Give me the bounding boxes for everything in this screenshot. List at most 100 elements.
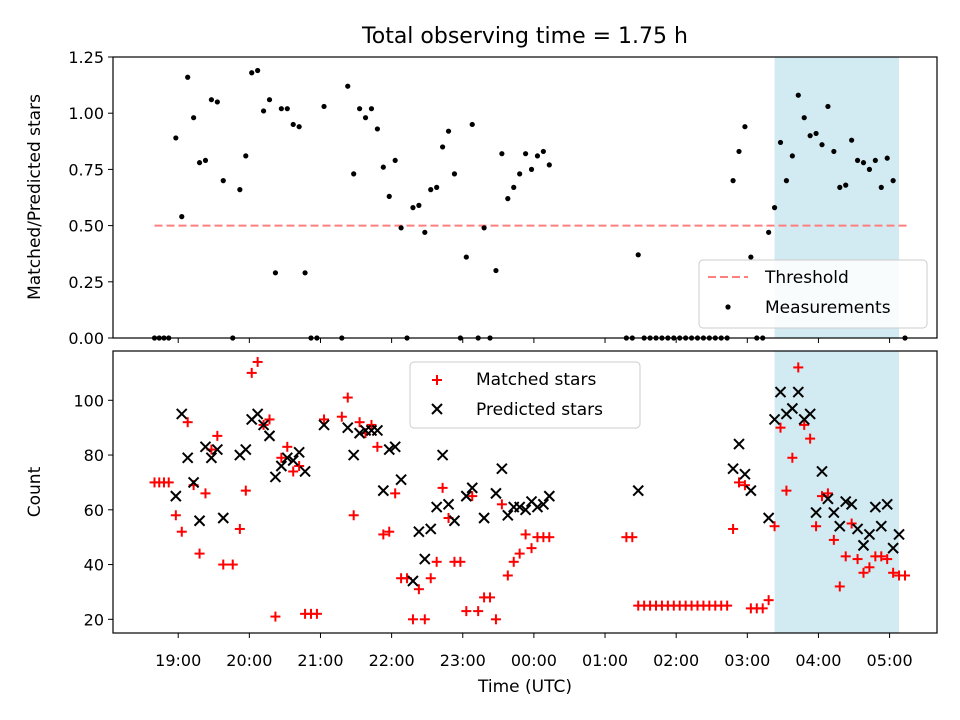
legend-threshold-label: Threshold: [764, 268, 849, 288]
predicted-star-point: [347, 449, 360, 461]
measurement-point: [837, 184, 843, 190]
predicted-star-point: [436, 449, 449, 461]
ratio-panel: Total observing time = 1.75 h 0.000.250.…: [25, 24, 938, 348]
predicted-star-point: [745, 484, 757, 497]
predicted-star-point: [774, 386, 787, 398]
count-shaded-interval: [774, 351, 900, 633]
matched-star-point: [739, 480, 750, 491]
predicted-star-point: [828, 506, 840, 519]
ratio-y-tick-label: 1.00: [68, 104, 104, 123]
matched-star-point: [793, 362, 804, 373]
predicted-star-point: [383, 443, 395, 456]
measurement-point: [783, 178, 790, 184]
matched-star-point: [264, 414, 275, 425]
count-y-tick-label: 80: [84, 446, 104, 465]
predicted-star-point: [389, 441, 401, 453]
matched-star-point: [384, 526, 395, 537]
predicted-star-point: [419, 553, 431, 565]
measurement-point: [777, 139, 784, 146]
predicted-star-point: [353, 427, 366, 439]
predicted-star-point: [442, 498, 455, 511]
matched-star-point: [348, 510, 359, 521]
matched-star-point: [490, 614, 501, 625]
measurement-point: [463, 254, 469, 260]
measurement-point: [374, 126, 380, 132]
predicted-star-point: [342, 421, 354, 434]
measurement-point: [831, 148, 837, 155]
matched-star-point: [437, 482, 448, 493]
measurement-point: [499, 151, 505, 157]
matched-star-point: [200, 488, 211, 499]
measurement-point: [866, 166, 873, 172]
matched-star-point: [467, 491, 478, 502]
matched-star-point: [805, 433, 816, 444]
predicted-star-point: [537, 498, 550, 511]
matched-star-point: [520, 529, 531, 540]
predicted-star-point: [478, 512, 490, 524]
measurement-point: [540, 148, 546, 155]
predicted-star-point: [857, 539, 870, 552]
matched-star-point: [544, 532, 555, 543]
ratio-legend: Threshold Measurements: [698, 259, 928, 329]
count-y-tick-label: 100: [73, 391, 104, 410]
count-legend-box: [409, 361, 641, 429]
ratio-x-ticks: [177, 338, 891, 343]
legend-matched-swatch: [432, 375, 442, 385]
count-x-tick-label: 02:00: [653, 651, 699, 670]
legend-measurements-swatch: [725, 304, 731, 310]
legend-predicted-swatch: [431, 403, 443, 415]
matched-star-point: [354, 417, 365, 428]
matched-star-point: [508, 556, 519, 567]
measurement-point: [860, 160, 867, 166]
measurement-point: [196, 160, 203, 166]
matched-star-point: [163, 477, 174, 488]
measurement-point: [517, 171, 523, 177]
measurement-point: [481, 225, 487, 231]
measurement-point: [243, 153, 249, 159]
count-y-tick-label: 60: [84, 501, 104, 520]
predicted-star-point: [762, 512, 775, 524]
measurement-point: [368, 106, 375, 112]
measurement-point: [795, 92, 801, 98]
measurement-point: [819, 142, 825, 148]
matched-star-point: [311, 608, 322, 619]
ratio-y-tick-label: 0.50: [68, 217, 104, 236]
count-x-tick-label: 21:00: [297, 651, 343, 670]
measurement-point: [505, 196, 511, 202]
measurement-point: [635, 252, 641, 258]
count-x-tick-label: 22:00: [369, 651, 415, 670]
matched-star-point: [834, 581, 845, 592]
count-y-axis-label: Count: [25, 466, 45, 517]
matched-star-point: [372, 441, 383, 452]
measurement-point: [742, 124, 748, 130]
matched-star-point: [757, 603, 768, 614]
count-panel: 20 40 60 80 100 19:00 20:00 21:00 22:00 23:00 00:…: [25, 350, 938, 697]
measurement-point: [771, 205, 778, 211]
measurement-point: [290, 121, 296, 128]
predicted-star-point: [531, 501, 544, 513]
predicted-star-point: [840, 495, 852, 508]
measurement-point: [357, 106, 363, 112]
predicted-star-point: [199, 441, 212, 453]
matched-star-point: [282, 441, 293, 452]
predicted-star-point: [240, 443, 252, 456]
predicted-star-point: [413, 525, 425, 538]
measurement-point: [220, 178, 226, 184]
predicted-star-point: [275, 460, 288, 472]
matched-star-point: [342, 392, 353, 403]
count-y-tick-label: 20: [84, 610, 104, 629]
measurement-point: [469, 121, 475, 128]
measurement-point: [422, 229, 428, 235]
measurement-point: [546, 162, 552, 168]
matched-star-point: [390, 488, 401, 499]
predicted-star-point: [845, 498, 858, 511]
measurement-point: [266, 97, 273, 103]
matched-star-point: [246, 367, 257, 378]
matched-star-point: [858, 567, 869, 578]
matched-star-point: [194, 548, 205, 559]
matched-star-point: [378, 529, 389, 540]
measurement-point: [272, 270, 279, 276]
matched-star-point: [366, 419, 377, 430]
count-axes-frame: [112, 350, 938, 634]
matched-star-point: [864, 562, 875, 573]
